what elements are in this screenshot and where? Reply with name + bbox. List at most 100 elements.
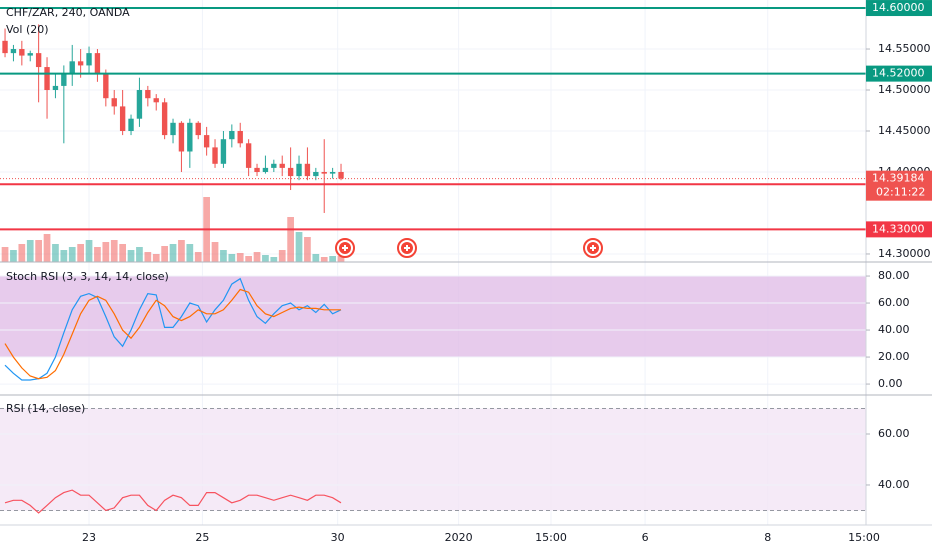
- volume-bar: [228, 254, 236, 262]
- indicator-title: RSI (14, close): [6, 402, 85, 415]
- event-icon[interactable]: [335, 238, 355, 258]
- candle-body: [229, 131, 235, 140]
- candle-body: [287, 167, 294, 177]
- candle-body: [10, 49, 17, 54]
- volume-bar: [295, 232, 303, 262]
- y-tick-label: 60.00: [878, 296, 910, 309]
- volume-bar: [144, 252, 152, 262]
- band-fill: [0, 276, 866, 358]
- volume-bar: [94, 247, 101, 262]
- candle-body: [170, 122, 176, 136]
- candle-body: [44, 67, 50, 91]
- candle-body: [237, 131, 243, 144]
- candle-body: [178, 122, 185, 152]
- volume-bar: [43, 234, 51, 262]
- candle-body: [304, 163, 311, 177]
- candle-body: [220, 139, 227, 164]
- volume-bar: [10, 250, 17, 262]
- candle-body: [111, 98, 117, 107]
- volume-bar: [85, 240, 93, 262]
- candle-body: [52, 85, 59, 91]
- volume-bar: [178, 240, 185, 262]
- last-price-box: [866, 170, 932, 201]
- candle-body: [103, 73, 109, 99]
- candle-body: [19, 49, 25, 56]
- y-tick-label: 14.45000: [878, 124, 931, 137]
- candle-body: [187, 122, 193, 152]
- indicator-line: [4, 489, 342, 514]
- y-tick-label: 40.00: [878, 323, 910, 336]
- volume-bar: [337, 256, 345, 262]
- candle-body: [254, 167, 260, 172]
- candle-body: [145, 90, 151, 99]
- volume-bar: [186, 244, 194, 262]
- candle-body: [161, 102, 168, 136]
- candle-body: [27, 53, 33, 56]
- x-tick-label: 15:00: [535, 531, 567, 544]
- grid: [0, 0, 867, 525]
- candle-body: [203, 135, 210, 148]
- volume-bar: [161, 246, 168, 262]
- candle-body: [61, 73, 67, 86]
- candle-body: [195, 122, 201, 136]
- volume-bar: [119, 244, 126, 262]
- level-label-box: [866, 65, 932, 82]
- y-tick-label: 14.30000: [878, 247, 931, 260]
- volume-title: Vol (20): [6, 23, 49, 36]
- event-icon[interactable]: [583, 238, 603, 258]
- y-tick-label: 14.55000: [878, 42, 931, 55]
- volume-bar: [211, 242, 219, 262]
- volume-bar: [304, 237, 311, 262]
- candle-body: [245, 143, 252, 168]
- candle-body: [2, 40, 8, 54]
- y-tick-label: 60.00: [878, 427, 910, 440]
- candle-body: [321, 171, 327, 174]
- candle-body: [153, 98, 159, 103]
- x-tick-label: 8: [764, 531, 771, 544]
- level-label: 14.52000: [872, 67, 925, 80]
- volume-bar: [312, 254, 320, 262]
- candle-body: [69, 61, 75, 74]
- level-label: 14.33000: [872, 222, 925, 235]
- last-price-label: 14.39184: [872, 172, 925, 185]
- candle-body: [271, 163, 277, 168]
- volume-bar: [152, 254, 160, 262]
- level-label: 14.60000: [872, 1, 925, 14]
- candle-body: [313, 171, 319, 177]
- volume-bar: [270, 257, 278, 262]
- volume-bar: [52, 244, 59, 262]
- x-tick-label: 23: [82, 531, 96, 544]
- event-icon[interactable]: [397, 238, 417, 258]
- event-markers: [335, 238, 603, 258]
- y-tick-label: 80.00: [878, 269, 910, 282]
- x-tick-label: 6: [642, 531, 649, 544]
- candle-body: [77, 61, 84, 66]
- candle-body: [279, 163, 285, 168]
- volume-bar: [320, 257, 328, 262]
- volume-bar: [110, 240, 118, 262]
- volume-bar: [262, 255, 269, 262]
- volume-bar: [278, 250, 286, 262]
- volume-bar: [287, 217, 294, 262]
- candle-body: [296, 163, 302, 177]
- y-tick-label: 20.00: [878, 350, 910, 363]
- volume-bar: [194, 252, 202, 262]
- volume-bar: [35, 240, 42, 262]
- candle-body: [35, 53, 42, 68]
- volume-bar: [102, 242, 110, 262]
- countdown-label: 02:11:22: [876, 186, 925, 199]
- band-fill: [0, 408, 866, 511]
- candle-body: [262, 167, 269, 172]
- candle-body: [338, 171, 344, 179]
- x-tick-label: 30: [331, 531, 345, 544]
- volume-bar: [136, 247, 143, 262]
- x-tick-label: 2020: [445, 531, 473, 544]
- candle-body: [128, 118, 134, 131]
- indicator-title: Stoch RSI (3, 3, 14, 14, close): [6, 270, 169, 283]
- indicator-line: [4, 288, 341, 380]
- candle-body: [86, 53, 92, 66]
- volume-bar: [245, 256, 252, 262]
- candle-body: [329, 171, 336, 174]
